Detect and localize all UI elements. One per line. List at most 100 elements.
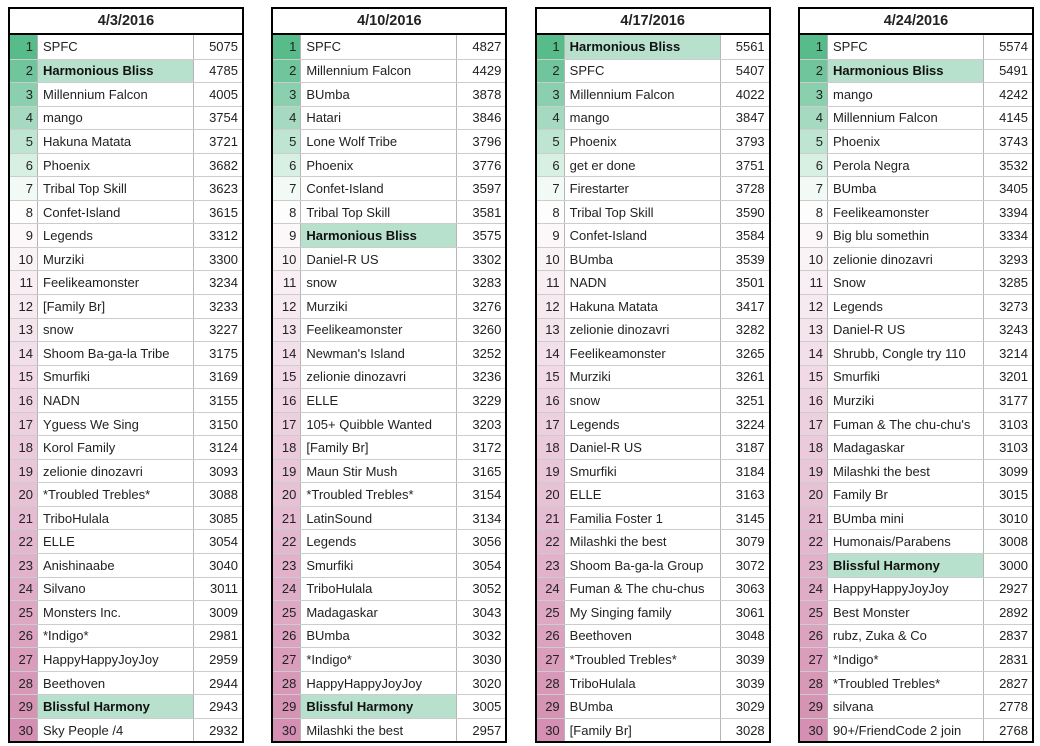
table-row: 13 zelionie dinozavri 3282 bbox=[536, 317, 769, 342]
rank-cell: 16 bbox=[536, 389, 565, 412]
score-cell: 3623 bbox=[209, 181, 238, 197]
score-cell: 3000 bbox=[999, 557, 1028, 573]
rank-cell: 26 bbox=[10, 624, 38, 648]
score-cell: 4242 bbox=[999, 86, 1028, 102]
team-name-cell: HappyHappyJoyJoy bbox=[828, 577, 984, 601]
team-name-cell: Best Monster bbox=[828, 601, 984, 624]
score-cell: 4827 bbox=[472, 39, 502, 55]
table-row: 24 Silvano 3011 bbox=[10, 576, 242, 601]
table-row: 12 Legends 3273 bbox=[799, 294, 1032, 318]
table-row: 10 BUmba 3539 bbox=[536, 246, 769, 271]
team-name-cell: Korol Family bbox=[38, 436, 194, 459]
team-name-cell: Legends bbox=[828, 295, 984, 318]
team-name-cell: Tribal Top Skill bbox=[301, 200, 458, 224]
score-cell: 5075 bbox=[209, 39, 238, 55]
score-cell: 3154 bbox=[472, 487, 502, 503]
score-cell: 4429 bbox=[472, 63, 502, 79]
score-cell: 3224 bbox=[735, 416, 765, 432]
rank-cell: 7 bbox=[273, 177, 302, 200]
rank-cell: 5 bbox=[799, 130, 828, 153]
rank-cell: 26 bbox=[273, 624, 302, 648]
rank-cell: 5 bbox=[536, 130, 565, 153]
score-cell: 2768 bbox=[999, 722, 1028, 738]
table-row: 25 Madagaskar 3043 bbox=[273, 600, 506, 624]
team-name-cell: SPFC bbox=[828, 35, 984, 59]
team-name-cell: Blissful Harmony bbox=[301, 695, 458, 718]
rank-cell: 29 bbox=[536, 695, 565, 718]
table-row: 11 Snow 3285 bbox=[799, 270, 1032, 295]
score-cell: 2981 bbox=[209, 628, 238, 644]
team-name-cell: zelionie dinozavri bbox=[301, 365, 458, 389]
rank-cell: 18 bbox=[10, 436, 38, 459]
leaderboard-table: 4/17/2016 1 Harmonious Bliss 5561 2 SPFC… bbox=[534, 7, 771, 744]
score-cell: 3285 bbox=[999, 275, 1028, 291]
team-name-cell: Shoom Ba-ga-la Group bbox=[565, 554, 721, 577]
rank-cell: 28 bbox=[799, 671, 828, 695]
table-row: 7 Firestarter 3728 bbox=[536, 176, 769, 200]
rank-cell: 2 bbox=[273, 59, 302, 83]
team-name-cell: Tribal Top Skill bbox=[38, 177, 194, 200]
table-row: 21 Familia Foster 1 3145 bbox=[536, 505, 769, 530]
team-name-cell: Monsters Inc. bbox=[38, 601, 194, 624]
table-date-header: 4/17/2016 bbox=[536, 9, 769, 35]
rank-cell: 22 bbox=[10, 530, 38, 554]
score-cell: 3172 bbox=[472, 440, 502, 456]
team-name-cell: get er done bbox=[565, 153, 721, 177]
score-cell: 3054 bbox=[472, 557, 502, 573]
team-name-cell: zelionie dinozavri bbox=[828, 247, 984, 271]
rank-cell: 14 bbox=[536, 342, 565, 365]
score-cell: 3394 bbox=[999, 204, 1028, 220]
score-cell: 2957 bbox=[472, 722, 502, 738]
team-name-cell: *Troubled Trebles* bbox=[565, 648, 721, 671]
table-row: 26 Beethoven 3048 bbox=[536, 623, 769, 648]
table-row: 9 Harmonious Bliss 3575 bbox=[273, 223, 506, 247]
table-row: 27 *Indigo* 3030 bbox=[273, 647, 506, 671]
team-name-cell: Murziki bbox=[301, 295, 458, 318]
team-name-cell: BUmba bbox=[828, 177, 984, 200]
score-cell: 3743 bbox=[999, 133, 1028, 149]
score-cell: 3155 bbox=[209, 392, 238, 408]
table-row: 3 mango 4242 bbox=[799, 82, 1032, 106]
team-name-cell: zelionie dinozavri bbox=[565, 318, 721, 342]
team-name-cell: SPFC bbox=[38, 35, 194, 59]
table-row: 14 Shrubb, Congle try 110 3214 bbox=[799, 341, 1032, 365]
score-cell: 3201 bbox=[999, 369, 1028, 385]
table-row: 19 Maun Stir Mush 3165 bbox=[273, 458, 506, 483]
team-name-cell: Millennium Falcon bbox=[301, 59, 458, 83]
score-cell: 3020 bbox=[472, 675, 502, 691]
score-cell: 3282 bbox=[735, 322, 765, 338]
table-row: 18 Madagaskar 3103 bbox=[799, 435, 1032, 459]
score-cell: 2892 bbox=[999, 604, 1028, 620]
score-cell: 5407 bbox=[735, 63, 765, 79]
rank-cell: 30 bbox=[536, 718, 565, 742]
table-row: 5 Phoenix 3793 bbox=[536, 129, 769, 153]
team-name-cell: snow bbox=[301, 271, 458, 295]
table-row: 23 Anishinaabe 3040 bbox=[10, 553, 242, 577]
table-row: 22 Legends 3056 bbox=[273, 529, 506, 554]
table-row: 4 mango 3754 bbox=[10, 105, 242, 130]
team-name-cell: ELLE bbox=[301, 389, 458, 412]
table-row: 23 Shoom Ba-ga-la Group 3072 bbox=[536, 553, 769, 577]
score-cell: 3615 bbox=[209, 204, 238, 220]
team-name-cell: 105+ Quibble Wanted bbox=[301, 412, 458, 436]
team-name-cell: snow bbox=[38, 318, 194, 342]
rank-cell: 22 bbox=[799, 530, 828, 554]
score-cell: 3796 bbox=[472, 133, 502, 149]
team-name-cell: zelionie dinozavri bbox=[38, 459, 194, 483]
rank-cell: 21 bbox=[799, 506, 828, 530]
team-name-cell: Murziki bbox=[828, 389, 984, 412]
score-cell: 3293 bbox=[999, 251, 1028, 267]
team-name-cell: Smurfiki bbox=[565, 459, 721, 483]
score-cell: 3175 bbox=[209, 345, 238, 361]
rank-cell: 23 bbox=[799, 554, 828, 577]
rank-cell: 3 bbox=[10, 83, 38, 106]
rank-cell: 10 bbox=[799, 247, 828, 271]
score-cell: 3751 bbox=[735, 157, 765, 173]
score-cell: 3048 bbox=[735, 628, 765, 644]
team-name-cell: HappyHappyJoyJoy bbox=[301, 671, 458, 695]
rank-cell: 29 bbox=[10, 695, 38, 718]
team-name-cell: Big blu somethin bbox=[828, 224, 984, 247]
score-cell: 3234 bbox=[209, 275, 238, 291]
table-row: 6 Perola Negra 3532 bbox=[799, 152, 1032, 177]
score-cell: 3061 bbox=[735, 604, 765, 620]
